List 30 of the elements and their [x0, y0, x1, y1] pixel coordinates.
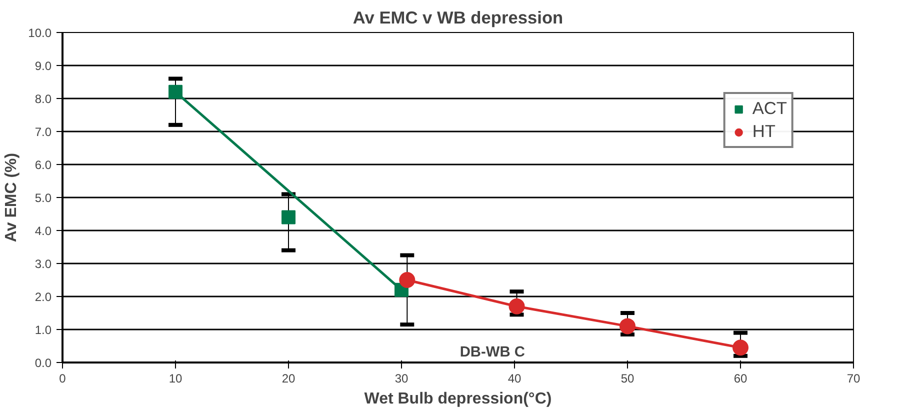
x-tick-label: 10 [168, 372, 182, 386]
x-tick-label: 20 [282, 372, 296, 386]
y-tick-label: 10.0 [28, 26, 52, 40]
legend-label: HT [752, 121, 776, 142]
annotation: DB-WB C [460, 344, 526, 360]
point [732, 340, 748, 356]
y-tick-label: 0.0 [34, 356, 52, 370]
point [399, 272, 416, 288]
point [620, 318, 636, 334]
y-tick-label: 5.0 [34, 191, 52, 205]
y-tick-label: 8.0 [34, 92, 52, 106]
x-tick-label: 40 [508, 372, 522, 386]
y-tick-label: 4.0 [34, 224, 52, 238]
x-tick-label: 70 [846, 372, 860, 386]
x-tick-label: 30 [394, 372, 408, 386]
y-tick-label: 6.0 [34, 158, 52, 172]
point [508, 298, 525, 314]
point [282, 210, 296, 224]
x-tick-label: 60 [734, 372, 748, 386]
chart-title: Av EMC v WB depression [352, 8, 564, 28]
y-tick-label: 7.0 [34, 125, 52, 139]
x-tick-label: 0 [59, 372, 66, 386]
y-tick-label: 2.0 [34, 290, 52, 304]
y-tick-label: 9.0 [34, 59, 52, 73]
y-tick-label: 3.0 [34, 257, 52, 271]
legend-label: ACT [752, 98, 787, 119]
y-tick-label: 1.0 [34, 323, 52, 337]
x-tick-label: 50 [620, 372, 634, 386]
x-axis-title: Wet Bulb depression(°C) [364, 390, 552, 408]
y-axis-title: Av EMC (%) [3, 152, 20, 242]
